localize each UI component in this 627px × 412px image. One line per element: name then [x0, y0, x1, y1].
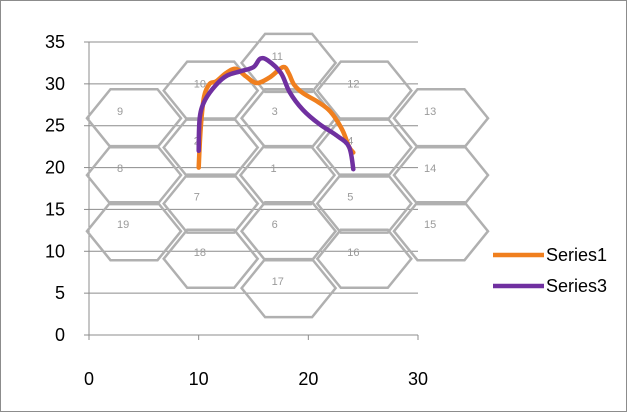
- hexagon-12: 12: [315, 60, 413, 121]
- x-tick-label: 10: [189, 369, 209, 389]
- hexagon-16: 16: [315, 228, 413, 290]
- hexagon-1: 1: [238, 144, 337, 206]
- hexagon-10: 10: [162, 60, 260, 121]
- hexagon-outline: [85, 200, 183, 262]
- legend-label: Series3: [546, 276, 607, 296]
- y-tick-label: 15: [45, 199, 65, 219]
- hexagon-outline: [392, 87, 490, 149]
- hexagon-outline: [239, 32, 338, 94]
- y-tick-label: 30: [45, 74, 65, 94]
- hexagon-15: 15: [392, 200, 490, 262]
- hexagon-label: 13: [424, 106, 436, 118]
- hexagon-label: 16: [347, 247, 359, 259]
- hexagon-label: 15: [424, 219, 436, 231]
- hexagon-7: 7: [162, 173, 260, 234]
- hexagon-label: 9: [117, 106, 123, 118]
- hexagon-outline: [239, 257, 338, 319]
- hexagon-outline: [162, 60, 260, 121]
- hexagon-label: 11: [272, 51, 283, 63]
- series-lines: [196, 55, 356, 172]
- hexagon-label: 7: [194, 192, 200, 204]
- hexagon-outline: [162, 173, 260, 234]
- chart-axes: [84, 41, 419, 340]
- hexagon-19: 19: [85, 200, 183, 262]
- legend: Series1 Series3: [493, 245, 607, 296]
- legend-label: Series1: [546, 245, 607, 265]
- hexagon-label: 1: [270, 163, 276, 175]
- x-tick-label: 20: [298, 369, 318, 389]
- hexagon-outline: [392, 144, 490, 206]
- y-tick-label: 20: [45, 158, 65, 178]
- hexagon-outline: [315, 60, 413, 121]
- x-tick-label: 30: [408, 369, 428, 389]
- hexagon-outline: [85, 87, 183, 149]
- hexagon-5: 5: [315, 173, 413, 234]
- hexagon-label: 18: [194, 247, 206, 259]
- hexagon-18: 18: [162, 228, 260, 290]
- hexagon-outline: [85, 144, 183, 206]
- hexagon-outline: [238, 144, 337, 206]
- hexagon-outline: [315, 173, 413, 234]
- hexagon-label: 5: [347, 192, 353, 204]
- hexagon-outline: [239, 87, 338, 149]
- hexagon-label: 10: [194, 79, 206, 91]
- hexagon-9: 9: [85, 87, 183, 149]
- hexagon-label: 6: [272, 219, 278, 231]
- y-tick-label: 10: [45, 241, 65, 261]
- y-tick-label: 5: [55, 283, 65, 303]
- hexagon-outline: [315, 228, 413, 290]
- hexagon-17: 17: [239, 257, 338, 319]
- hexagon-label: 14: [424, 163, 436, 175]
- y-tick-label: 35: [45, 32, 65, 52]
- y-tick-label: 25: [45, 116, 65, 136]
- hexagon-outline: [392, 200, 490, 262]
- hexagon-label: 3: [272, 106, 278, 118]
- hexagon-label: 8: [117, 163, 123, 175]
- hexagon-13: 13: [392, 87, 490, 149]
- hexagon-3: 3: [239, 87, 338, 149]
- series-line-series1: [196, 64, 356, 170]
- x-tick-label: 0: [84, 369, 94, 389]
- hexagon-label: 12: [347, 79, 359, 91]
- hexagon-label: 4: [347, 135, 353, 147]
- legend-item-series1: Series1: [493, 245, 607, 265]
- hexagon-label: 19: [117, 219, 129, 231]
- hexagon-8: 8: [85, 144, 183, 206]
- hexagon-label: 17: [272, 276, 284, 288]
- hexagon-11: 11: [239, 32, 338, 94]
- hexagon-14: 14: [392, 144, 490, 206]
- legend-item-series3: Series3: [493, 276, 607, 296]
- hexagon-outline: [162, 228, 260, 290]
- series-line-series3: [196, 55, 356, 172]
- y-tick-label: 0: [55, 325, 65, 345]
